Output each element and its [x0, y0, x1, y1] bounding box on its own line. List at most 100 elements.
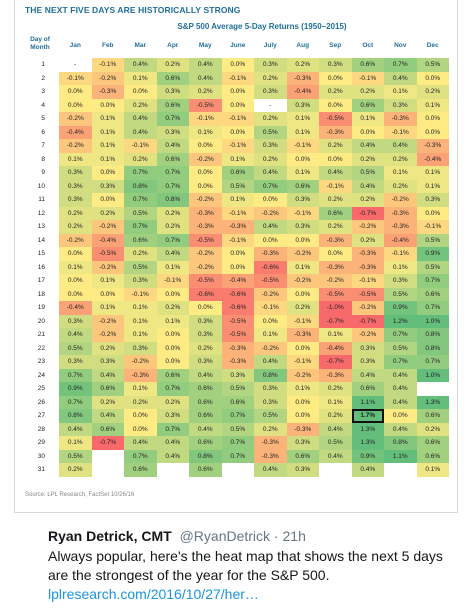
heatmap-cell: 0.3% — [254, 382, 287, 396]
heatmap-cell: 1.3% — [351, 422, 384, 436]
heatmap-cell: 0.4% — [384, 368, 417, 382]
heatmap-cell: -1.0% — [319, 301, 352, 315]
heatmap-cell: 0.1% — [124, 301, 157, 315]
heatmap-cell: 0.6% — [124, 463, 157, 477]
heatmap-cell: 0.0% — [286, 233, 319, 247]
heatmap-cell: 0.0% — [319, 247, 352, 261]
tweet-link[interactable]: lplresearch.com/2016/10/27/her… — [48, 586, 259, 602]
heatmap-cell: 0.4% — [124, 436, 157, 450]
column-header-jan: Jan — [69, 42, 81, 49]
heatmap-cell: 0.7% — [221, 449, 254, 463]
heatmap-cell: -0.2% — [254, 287, 287, 301]
heatmap-cell: 0.6% — [156, 71, 189, 85]
heatmap-cell: -0.3% — [319, 233, 352, 247]
heatmap-cell: -0.5% — [351, 287, 384, 301]
heatmap-cell: -0.2% — [189, 152, 222, 166]
heatmap-cell: 0.4% — [156, 247, 189, 261]
heatmap-cell: - — [254, 98, 287, 112]
heatmap-cell: -0.1% — [319, 179, 352, 193]
heatmap-cell: -0.1% — [221, 71, 254, 85]
heatmap-cell: 0.1% — [286, 166, 319, 180]
heatmap-cell: -0.2% — [351, 220, 384, 234]
heatmap-cell: 0.1% — [319, 328, 352, 342]
heatmap-cell: 0.3% — [59, 355, 92, 369]
heatmap-cell: -0.1% — [124, 287, 157, 301]
heatmap-cell — [91, 449, 124, 463]
heatmap-cell: 0.0% — [286, 287, 319, 301]
heatmap-cell: 0.3% — [59, 166, 92, 180]
heatmap-cell: -0.2% — [319, 274, 352, 288]
heatmap-cell: 0.2% — [156, 58, 189, 72]
heatmap-cell: 0.0% — [221, 98, 254, 112]
day-label: 9 — [41, 169, 45, 176]
heatmap-cell: 0.1% — [156, 260, 189, 274]
heatmap-cell: -0.3% — [351, 260, 384, 274]
heatmap-cell: 0.0% — [124, 409, 157, 423]
heatmap-cell: 0.3% — [286, 436, 319, 450]
day-label: 11 — [38, 196, 45, 203]
heatmap-cell: 0.2% — [384, 179, 417, 193]
heatmap-cell: 0.1% — [124, 314, 157, 328]
heatmap-cell: 0.0% — [351, 125, 384, 139]
heatmap-cell: 0.2% — [319, 139, 352, 153]
author-name[interactable]: Ryan Detrick, CMT — [48, 528, 172, 544]
heatmap-cell: -0.2% — [59, 233, 92, 247]
heatmap-cell: 0.4% — [254, 166, 287, 180]
heatmap-cell: 0.8% — [124, 179, 157, 193]
heatmap-cell: 0.0% — [91, 193, 124, 207]
heatmap-cell: 0.0% — [91, 166, 124, 180]
heatmap-cell: -0.1% — [384, 247, 417, 261]
heatmap-cell-highlighted: 1.7% — [351, 409, 384, 423]
heatmap-cell: 0.0% — [221, 58, 254, 72]
row-header-line: Day of — [30, 36, 50, 43]
heatmap-cell: -0.1% — [254, 301, 287, 315]
heatmap-cell: 0.1% — [221, 152, 254, 166]
heatmap-cell: 0.0% — [221, 247, 254, 261]
heatmap-cell — [416, 382, 449, 396]
heatmap-cell: 0.9% — [416, 247, 449, 261]
heatmap-cell: -0.3% — [319, 125, 352, 139]
heatmap-cell: 0.4% — [351, 368, 384, 382]
heatmap-cell: -0.3% — [351, 247, 384, 261]
tweet-timestamp[interactable]: 21h — [282, 528, 306, 544]
heatmap-cell: 0.0% — [59, 85, 92, 99]
heatmap-cell: 0.4% — [124, 125, 157, 139]
heatmap-cell: 0.9% — [59, 382, 92, 396]
heatmap-cell: -0.1% — [286, 355, 319, 369]
heatmap-cell: 0.1% — [124, 71, 157, 85]
heatmap-cell: -0.4% — [286, 85, 319, 99]
heatmap-cell: -0.2% — [124, 355, 157, 369]
heatmap-cell: -0.2% — [91, 314, 124, 328]
heatmap-cell: 0.0% — [156, 341, 189, 355]
heatmap-cell: 0.4% — [189, 368, 222, 382]
tweet-author-row: Ryan Detrick, CMT @RyanDetrick · 21h — [48, 527, 458, 545]
heatmap-cell: 0.6% — [91, 382, 124, 396]
heatmap-cell: 0.2% — [351, 152, 384, 166]
heatmap-cell: -0.2% — [351, 328, 384, 342]
heatmap-cell: 0.3% — [189, 328, 222, 342]
column-header-july: July — [263, 42, 277, 49]
heatmap-chart-image[interactable]: THE NEXT FIVE DAYS ARE HISTORICALLY STRO… — [14, 0, 458, 513]
column-header-mar: Mar — [134, 42, 147, 49]
heatmap-cell: -0.3% — [416, 139, 449, 153]
author-handle[interactable]: @RyanDetrick · 21h — [179, 528, 306, 544]
heatmap-cell: 0.4% — [351, 463, 384, 477]
heatmap-cell: -0.2% — [384, 193, 417, 207]
heatmap-cell: -0.1% — [221, 233, 254, 247]
heatmap-cell: 0.4% — [156, 139, 189, 153]
heatmap-cell: 0.9% — [351, 449, 384, 463]
heatmap-cell: 0.1% — [286, 125, 319, 139]
heatmap-cell: 0.4% — [189, 71, 222, 85]
heatmap-cell: 0.4% — [189, 422, 222, 436]
heatmap-cell: 0.2% — [59, 206, 92, 220]
heatmap-cell: 0.0% — [91, 98, 124, 112]
heatmap-cell: 0.2% — [91, 206, 124, 220]
heatmap-cell: -0.7% — [351, 206, 384, 220]
heatmap-cell: -0.6% — [221, 287, 254, 301]
heatmap-cell: 0.3% — [254, 139, 287, 153]
heatmap-cell: -0.3% — [319, 368, 352, 382]
heatmap-cell: 0.6% — [351, 382, 384, 396]
heatmap-cell: 0.4% — [384, 382, 417, 396]
tweet[interactable]: Ryan Detrick, CMT @RyanDetrick · 21h Alw… — [48, 527, 458, 604]
heatmap-cell: 1.3% — [416, 395, 449, 409]
